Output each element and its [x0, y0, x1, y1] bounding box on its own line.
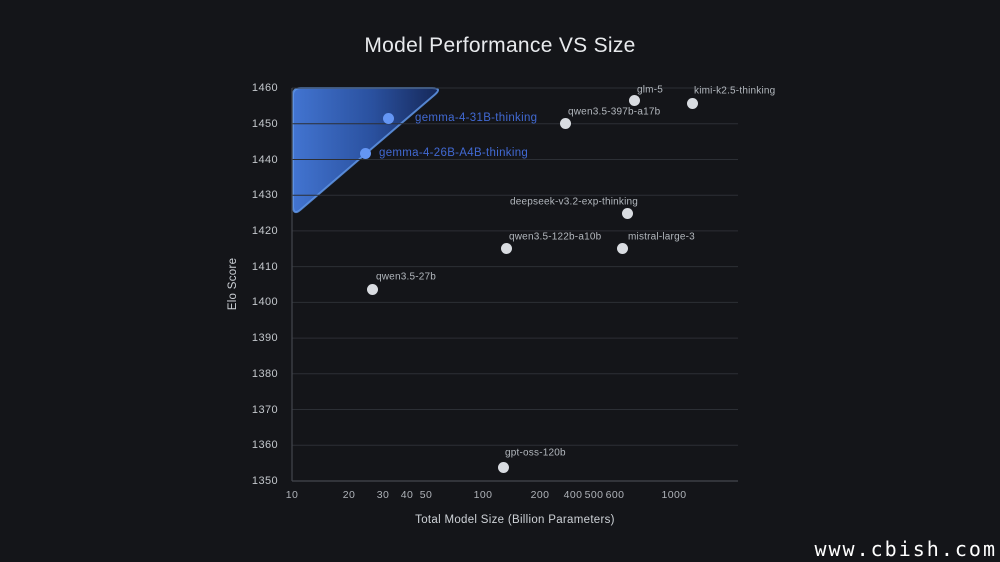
y-tick-1370: 1370: [251, 403, 278, 416]
y-tick-1430: 1430: [251, 189, 278, 202]
point-glm-5: [628, 94, 640, 106]
point-deepseek-v3.2-exp-thinking: [621, 207, 633, 219]
y-tick-1410: 1410: [251, 260, 278, 273]
point-label-gpt-oss-120b: gpt-oss-120b: [505, 447, 566, 459]
y-tick-1390: 1390: [251, 332, 278, 345]
point-label-glm-5: glm-5: [637, 84, 664, 96]
x-tick-500: 500: [584, 489, 604, 501]
x-tick-200: 200: [530, 489, 550, 501]
y-tick-1360: 1360: [251, 439, 278, 452]
x-tick-50: 50: [419, 489, 433, 501]
x-tick-400: 400: [563, 489, 583, 501]
point-kimi-k2.5-thinking: [686, 97, 698, 109]
x-tick-30: 30: [376, 489, 390, 501]
point-label-qwen3.5-122b-a10b: qwen3.5-122b-a10b: [509, 231, 602, 243]
x-tick-40: 40: [400, 489, 414, 501]
x-tick-1000: 1000: [661, 489, 687, 501]
point-qwen3.5-27b: [366, 283, 378, 295]
y-tick-1420: 1420: [251, 224, 278, 237]
chart-title: Model Performance VS Size: [364, 34, 636, 57]
point-qwen3.5-122b-a10b: [500, 242, 512, 254]
point-gemma-4-31B-thinking: [382, 112, 394, 124]
point-label-gemma-4-26B-A4B-thinking: gemma-4-26B-A4B-thinking: [379, 147, 529, 159]
point-label-qwen3.5-397b-a17b: qwen3.5-397b-a17b: [568, 106, 661, 118]
point-label-deepseek-v3.2-exp-thinking: deepseek-v3.2-exp-thinking: [510, 196, 639, 208]
x-tick-20: 20: [342, 489, 356, 501]
point-label-mistral-large-3: mistral-large-3: [628, 231, 695, 243]
x-tick-10: 10: [285, 489, 299, 501]
y-tick-1350: 1350: [251, 475, 278, 487]
y-tick-1400: 1400: [251, 296, 278, 309]
x-tick-100: 100: [473, 489, 493, 501]
y-axis-title: Elo Score: [227, 257, 239, 311]
watermark: www.cbish.com: [814, 537, 997, 561]
y-tick-1450: 1450: [251, 117, 278, 130]
point-mistral-large-3: [616, 242, 628, 254]
point-gpt-oss-120b: [497, 461, 509, 473]
point-label-gemma-4-31B-thinking: gemma-4-31B-thinking: [415, 112, 538, 124]
point-label-qwen3.5-27b: qwen3.5-27b: [376, 271, 437, 283]
y-tick-1440: 1440: [251, 153, 278, 166]
y-tick-1460: 1460: [251, 82, 278, 94]
point-gemma-4-26B-A4B-thinking: [359, 147, 371, 159]
y-tick-1380: 1380: [251, 367, 278, 380]
point-qwen3.5-397b-a17b: [559, 117, 571, 129]
point-label-kimi-k2.5-thinking: kimi-k2.5-thinking: [694, 85, 776, 97]
x-axis-title: Total Model Size (Billion Parameters): [415, 514, 615, 526]
x-tick-600: 600: [605, 489, 625, 501]
